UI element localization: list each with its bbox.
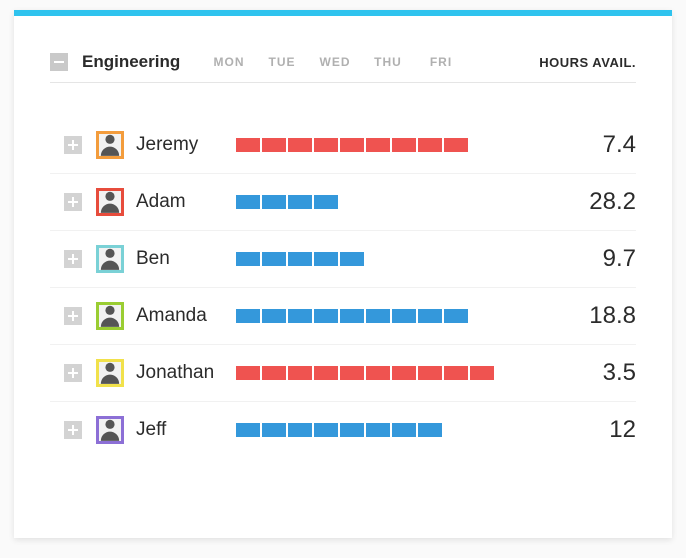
bar-segment (340, 309, 364, 323)
bar-segment (262, 195, 286, 209)
bar-segment (262, 252, 286, 266)
utilization-bar (236, 138, 500, 152)
bar-segment (392, 309, 416, 323)
bar-segment (366, 366, 390, 380)
bar-segment (314, 195, 338, 209)
bar-segment (366, 309, 390, 323)
bar-segment (262, 423, 286, 437)
person-row: Jonathan 3.5 (50, 345, 636, 402)
avatar (96, 302, 124, 330)
bar-segment (340, 423, 364, 437)
bar-segment (236, 423, 260, 437)
person-name: Jeff (136, 419, 236, 441)
bar-segment (444, 309, 468, 323)
utilization-bar (236, 252, 500, 266)
day-header: THU (371, 55, 405, 69)
hours-available-value: 12 (609, 416, 636, 444)
bar-segment (444, 138, 468, 152)
bar-segment (470, 366, 494, 380)
bar-segment (262, 138, 286, 152)
hours-available-header: HOURS AVAIL. (539, 55, 636, 70)
collapse-group-button[interactable] (50, 53, 68, 71)
bar-segment (392, 423, 416, 437)
bar-segment (314, 366, 338, 380)
expand-person-button[interactable] (64, 307, 82, 325)
bar-segment (418, 423, 442, 437)
avatar (96, 188, 124, 216)
bar-segment (444, 366, 468, 380)
bar-segment (418, 309, 442, 323)
bar-segment (262, 309, 286, 323)
bar-segment (366, 423, 390, 437)
bar-segment (262, 366, 286, 380)
bar-segment (314, 138, 338, 152)
bar-segment (288, 252, 312, 266)
person-row: Jeremy 7.4 (50, 117, 636, 174)
hours-available-value: 7.4 (603, 131, 636, 159)
day-headers: MON TUE WED THU FRI (212, 55, 458, 69)
avatar (96, 359, 124, 387)
bar-segment (366, 138, 390, 152)
people-list: Jeremy 7.4 Adam 28.2 Ben 9.7 Amanda 18.8 Jon… (50, 117, 636, 458)
group-name: Engineering (82, 52, 212, 72)
person-row: Jeff 12 (50, 402, 636, 458)
bar-segment (236, 309, 260, 323)
utilization-bar (236, 195, 500, 209)
hours-available-value: 9.7 (603, 245, 636, 273)
avatar (96, 131, 124, 159)
bar-segment (392, 138, 416, 152)
bar-segment (392, 366, 416, 380)
bar-segment (340, 138, 364, 152)
person-name: Jeremy (136, 134, 236, 156)
person-row: Amanda 18.8 (50, 288, 636, 345)
bar-segment (340, 252, 364, 266)
bar-segment (418, 138, 442, 152)
person-name: Adam (136, 191, 236, 213)
day-header: WED (318, 55, 352, 69)
expand-person-button[interactable] (64, 421, 82, 439)
avatar (96, 416, 124, 444)
person-row: Adam 28.2 (50, 174, 636, 231)
bar-segment (288, 366, 312, 380)
bar-segment (288, 423, 312, 437)
utilization-bar (236, 309, 500, 323)
bar-segment (236, 252, 260, 266)
day-header: MON (212, 55, 246, 69)
person-name: Jonathan (136, 362, 236, 384)
avatar (96, 245, 124, 273)
bar-segment (288, 309, 312, 323)
bar-segment (236, 195, 260, 209)
day-header: FRI (424, 55, 458, 69)
person-name: Amanda (136, 305, 236, 327)
utilization-bar (236, 423, 500, 437)
bar-segment (418, 366, 442, 380)
expand-person-button[interactable] (64, 250, 82, 268)
bar-segment (236, 366, 260, 380)
hours-available-value: 3.5 (603, 359, 636, 387)
expand-person-button[interactable] (64, 136, 82, 154)
hours-available-value: 28.2 (589, 188, 636, 216)
bar-segment (340, 366, 364, 380)
expand-person-button[interactable] (64, 193, 82, 211)
bar-segment (314, 423, 338, 437)
utilization-bar (236, 366, 500, 380)
day-header: TUE (265, 55, 299, 69)
bar-segment (314, 309, 338, 323)
header-row: Engineering MON TUE WED THU FRI HOURS AV… (50, 52, 636, 83)
bar-segment (288, 195, 312, 209)
hours-available-value: 18.8 (589, 302, 636, 330)
bar-segment (288, 138, 312, 152)
expand-person-button[interactable] (64, 364, 82, 382)
bar-segment (314, 252, 338, 266)
bar-segment (236, 138, 260, 152)
person-row: Ben 9.7 (50, 231, 636, 288)
person-name: Ben (136, 248, 236, 270)
availability-card: Engineering MON TUE WED THU FRI HOURS AV… (14, 10, 672, 538)
